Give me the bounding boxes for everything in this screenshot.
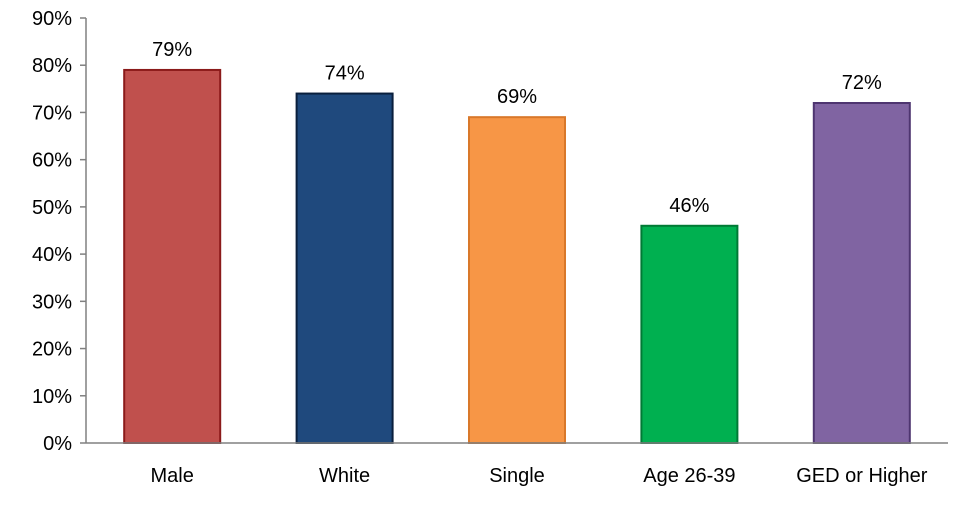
data-label: 79% bbox=[152, 39, 192, 61]
y-tick-label: 50% bbox=[32, 197, 72, 219]
data-label: 69% bbox=[497, 86, 537, 108]
x-category-label: Male bbox=[151, 465, 194, 487]
x-category-label: Age 26-39 bbox=[643, 465, 735, 487]
data-label: 74% bbox=[325, 63, 365, 85]
y-tick-label: 0% bbox=[43, 433, 72, 455]
bar bbox=[812, 102, 911, 444]
x-category-label: Single bbox=[489, 465, 545, 487]
y-tick-label: 60% bbox=[32, 150, 72, 172]
x-axis: Male White Single Age 26-39 GED or Higher bbox=[86, 442, 948, 487]
data-label: 72% bbox=[842, 72, 882, 94]
x-category-label: White bbox=[319, 465, 370, 487]
bar bbox=[295, 92, 394, 445]
y-axis: 0% 10% 20% 30% 40% 50% 60% 70% 80% 90% bbox=[32, 8, 87, 455]
bar bbox=[640, 224, 739, 444]
y-tick-label: 70% bbox=[32, 102, 72, 124]
bar bbox=[468, 116, 566, 445]
bar bbox=[123, 68, 222, 444]
x-category-label: GED or Higher bbox=[796, 465, 927, 487]
y-tick-label: 30% bbox=[32, 291, 72, 313]
data-label: 46% bbox=[669, 195, 709, 217]
y-tick-label: 20% bbox=[32, 339, 72, 361]
y-tick-label: 40% bbox=[32, 244, 72, 266]
y-tick-label: 90% bbox=[32, 8, 72, 30]
y-tick-label: 10% bbox=[32, 386, 72, 408]
bars bbox=[123, 68, 911, 445]
y-tick-label: 80% bbox=[32, 55, 72, 77]
data-labels: 79% 74% 69% 46% 72% bbox=[152, 39, 882, 217]
